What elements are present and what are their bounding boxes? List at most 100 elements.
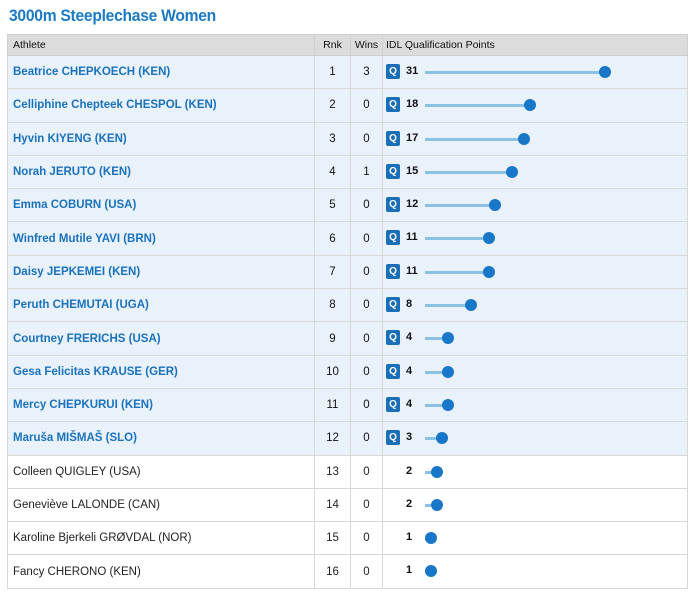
header-points[interactable]: IDL Qualification Points <box>382 34 688 56</box>
points-value: 18 <box>406 98 419 111</box>
athlete-name[interactable]: Hyvin KIYENG (KEN) <box>7 121 315 156</box>
rank-cell: 2 <box>314 88 351 123</box>
table-row: Winfred Mutile YAVI (BRN) 6 0 Q 11 <box>7 221 688 256</box>
rank-cell: 7 <box>314 254 351 290</box>
qualified-badge: Q <box>386 197 400 213</box>
qualified-badge: Q <box>386 130 400 146</box>
points-marker <box>482 232 495 245</box>
qualified-badge: Q <box>386 430 400 446</box>
athlete-name[interactable]: Emma COBURN (USA) <box>7 188 315 223</box>
points-bar <box>425 137 524 141</box>
qualified-badge: Q <box>386 396 400 412</box>
qualified-badge: Q <box>386 64 400 79</box>
points-bar <box>425 170 513 174</box>
wins-cell: 0 <box>350 321 383 356</box>
wins-cell: 0 <box>350 288 383 323</box>
points-value: 8 <box>406 298 413 311</box>
table-row: Karoline Bjerkeli GRØVDAL (NOR) 15 0 1 <box>7 521 688 556</box>
wins-cell: 0 <box>350 121 383 156</box>
points-cell: 2 <box>382 454 688 489</box>
points-bar <box>425 204 495 208</box>
points-bar <box>425 270 489 274</box>
points-marker <box>442 365 455 378</box>
points-marker <box>523 99 536 112</box>
wins-cell: 1 <box>350 154 383 190</box>
points-value: 31 <box>406 65 419 77</box>
qualified-badge: Q <box>386 163 400 179</box>
points-value: 4 <box>406 364 413 377</box>
points-marker <box>424 532 437 545</box>
header-rank[interactable]: Rnk <box>314 34 351 56</box>
points-marker <box>442 398 455 411</box>
points-marker <box>506 165 519 178</box>
wins-cell: 3 <box>350 54 383 90</box>
wins-cell: 0 <box>350 387 383 423</box>
rank-cell: 6 <box>314 221 351 256</box>
wins-cell: 0 <box>350 454 383 489</box>
points-marker <box>482 265 495 278</box>
points-cell: Q 12 <box>382 188 688 223</box>
rank-cell: 10 <box>314 354 351 389</box>
table-row: Gesa Felicitas KRAUSE (GER) 10 0 Q 4 <box>7 354 688 389</box>
points-bar <box>425 337 449 341</box>
points-value: 4 <box>406 331 413 344</box>
header-athlete[interactable]: Athlete <box>7 34 315 56</box>
points-bar <box>425 71 605 74</box>
points-bar <box>425 370 449 374</box>
athlete-name[interactable]: Beatrice CHEPKOECH (KEN) <box>7 54 315 90</box>
points-bar <box>425 304 472 308</box>
athlete-name[interactable]: Peruth CHEMUTAI (UGA) <box>7 288 315 323</box>
points-cell: Q 31 <box>382 54 688 90</box>
points-marker <box>599 66 611 78</box>
points-marker <box>442 332 455 345</box>
table-row: Daisy JEPKEMEI (KEN) 7 0 Q 11 <box>7 254 688 290</box>
points-bar <box>425 104 530 108</box>
rank-cell: 4 <box>314 154 351 190</box>
points-cell: Q 17 <box>382 121 688 156</box>
table-row: Hyvin KIYENG (KEN) 3 0 Q 17 <box>7 121 688 156</box>
athlete-name[interactable]: Daisy JEPKEMEI (KEN) <box>7 254 315 290</box>
rank-cell: 5 <box>314 188 351 223</box>
points-bar <box>425 437 443 441</box>
page-title: 3000m Steeplechase Women <box>9 6 216 25</box>
athlete-name[interactable]: Celliphine Chepteek CHESPOL (KEN) <box>7 88 315 123</box>
athlete-name[interactable]: Courtney FRERICHS (USA) <box>7 321 315 356</box>
qualified-badge: Q <box>386 330 400 346</box>
points-cell: Q 18 <box>382 88 688 123</box>
points-cell: Q 11 <box>382 254 688 290</box>
rank-cell: 9 <box>314 321 351 356</box>
rank-cell: 12 <box>314 421 351 456</box>
rank-cell: 1 <box>314 54 351 90</box>
wins-cell: 0 <box>350 554 383 589</box>
wins-cell: 0 <box>350 88 383 123</box>
points-value: 12 <box>406 198 419 211</box>
points-cell: Q 15 <box>382 154 688 190</box>
table-row: Beatrice CHEPKOECH (KEN) 1 3 Q 31 <box>7 54 688 90</box>
points-value: 1 <box>406 531 413 544</box>
athlete-name[interactable]: Mercy CHEPKURUI (KEN) <box>7 387 315 423</box>
table-row: Emma COBURN (USA) 5 0 Q 12 <box>7 188 688 223</box>
rank-cell: 15 <box>314 521 351 556</box>
points-value: 1 <box>406 564 413 577</box>
table-row: Maruša MIŠMAŠ (SLO) 12 0 Q 3 <box>7 421 688 456</box>
wins-cell: 0 <box>350 354 383 389</box>
wins-cell: 0 <box>350 254 383 290</box>
rank-cell: 8 <box>314 288 351 323</box>
points-marker <box>436 432 449 445</box>
athlete-name[interactable]: Gesa Felicitas KRAUSE (GER) <box>7 354 315 389</box>
rank-cell: 3 <box>314 121 351 156</box>
athlete-name[interactable]: Winfred Mutile YAVI (BRN) <box>7 221 315 256</box>
athlete-name[interactable]: Norah JERUTO (KEN) <box>7 154 315 190</box>
table-row: Courtney FRERICHS (USA) 9 0 Q 4 <box>7 321 688 356</box>
header-wins[interactable]: Wins <box>350 34 383 56</box>
athlete-name[interactable]: Maruša MIŠMAŠ (SLO) <box>7 421 315 456</box>
table-row: Celliphine Chepteek CHESPOL (KEN) 2 0 Q 18 <box>7 88 688 123</box>
points-value: 3 <box>406 431 413 444</box>
athlete-name: Karoline Bjerkeli GRØVDAL (NOR) <box>7 521 315 556</box>
table-header-row: Athlete Rnk Wins IDL Qualification Point… <box>7 34 688 56</box>
athlete-name: Fancy CHERONO (KEN) <box>7 554 315 589</box>
points-bar <box>425 237 489 241</box>
table-row: Colleen QUIGLEY (USA) 13 0 2 <box>7 454 688 489</box>
